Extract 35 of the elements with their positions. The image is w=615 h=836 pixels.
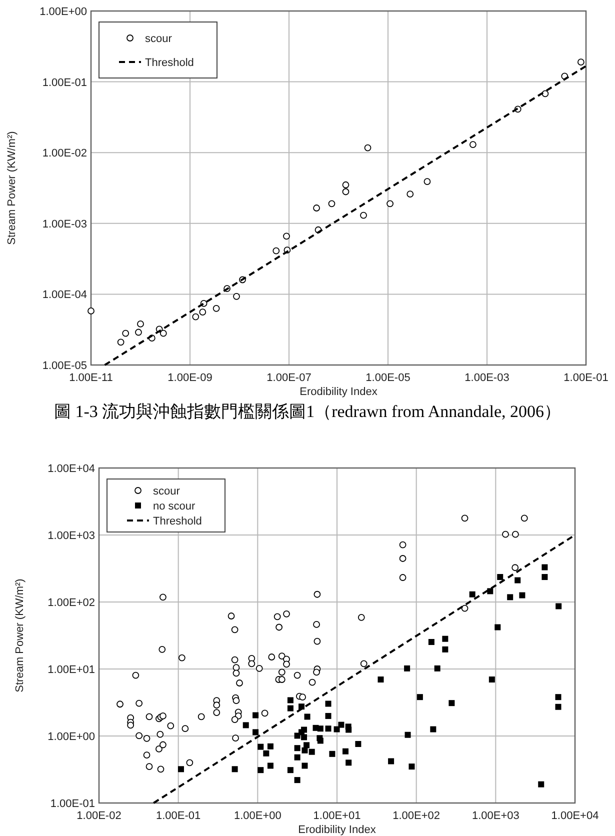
- x-axis-title: Erodibility Index: [298, 824, 376, 836]
- y-axis-title: Stream Power (KW/m²): [6, 131, 18, 245]
- y-tick-label: 1.00E+00: [40, 6, 87, 18]
- x-tick-label: 1.00E+00: [234, 810, 282, 822]
- y-tick-label: 1.00E-05: [42, 360, 87, 372]
- y-tick-label: 1.00E-01: [50, 798, 95, 810]
- x-tick-label: 1.00E+03: [472, 810, 520, 822]
- y-tick-label: 1.00E+00: [48, 731, 95, 743]
- legend-label: no scour: [153, 500, 196, 512]
- y-tick-label: 1.00E+04: [48, 463, 95, 475]
- x-tick-label: 1.00E-05: [366, 372, 410, 384]
- y-tick-label: 1.00E-01: [42, 76, 87, 89]
- y-tick-label: 1.00E-04: [42, 289, 87, 302]
- legend-label: Threshold: [145, 57, 194, 69]
- y-tick-label: 1.00E+01: [48, 664, 95, 676]
- x-tick-label: 1.00E-11: [69, 372, 113, 384]
- legend-label: scour: [145, 33, 172, 45]
- x-tick-label: 1.00E-03: [464, 372, 510, 384]
- caption: 圖 1-3 流功與沖蝕指數門檻關係圖1（redrawn from Annandale, 2006）: [54, 402, 562, 421]
- legend-label: scour: [153, 486, 180, 498]
- y-tick-label: 1.00E+03: [48, 530, 95, 542]
- x-tick-label: 1.00E-07: [266, 372, 312, 384]
- x-tick-label: 1.00E+01: [313, 810, 361, 822]
- y-tick-label: 1.00E-02: [42, 148, 87, 160]
- legend-label: Threshold: [153, 516, 202, 528]
- x-axis-title: Erodibility Index: [300, 386, 378, 398]
- x-tick-label: 1.00E-09: [168, 372, 212, 384]
- x-tick-label: 1.00E-01: [156, 810, 201, 822]
- y-tick-label: 1.00E-03: [42, 218, 87, 230]
- y-tick-label: 1.00E+02: [48, 597, 95, 609]
- x-tick-label: 1.00E+02: [392, 810, 440, 822]
- x-tick-label: 1.00E-01: [564, 372, 608, 384]
- x-tick-label: 1.00E-02: [76, 810, 122, 822]
- x-tick-label: 1.00E+04: [551, 810, 599, 822]
- y-axis-title: Stream Power (KW/m²): [14, 578, 26, 692]
